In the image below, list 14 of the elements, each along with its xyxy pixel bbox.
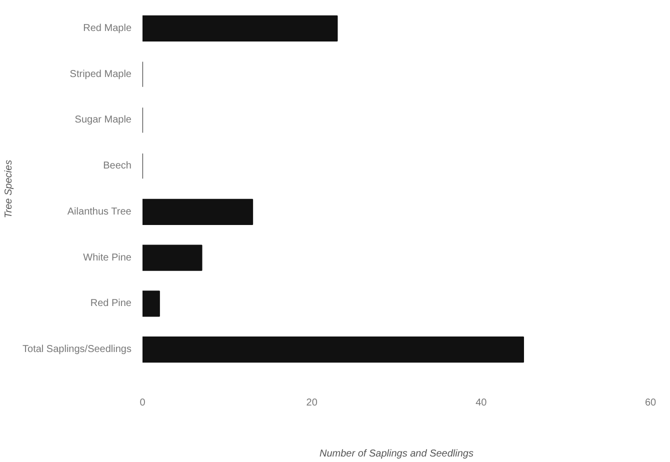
- y-tick-label: Total Saplings/Seedlings: [22, 344, 132, 356]
- x-tick-label: 60: [644, 398, 656, 408]
- y-tick-label: Red Maple: [83, 22, 132, 34]
- y-tick-label: Sugar Maple: [74, 114, 132, 126]
- x-axis-title: Number of Saplings and Seedlings: [320, 448, 474, 460]
- y-tick-label: Striped Maple: [70, 68, 132, 80]
- y-tick-label: Ailanthus Tree: [67, 206, 132, 218]
- x-tick-label: 40: [476, 398, 488, 408]
- y-axis-title: Tree Species: [4, 160, 15, 218]
- y-tick-label: White Pine: [83, 252, 132, 264]
- x-tick-label: 20: [306, 398, 318, 408]
- y-tick-label: Beech: [103, 160, 132, 172]
- y-tick-label: Red Pine: [90, 298, 132, 310]
- x-tick-label: 0: [140, 398, 146, 408]
